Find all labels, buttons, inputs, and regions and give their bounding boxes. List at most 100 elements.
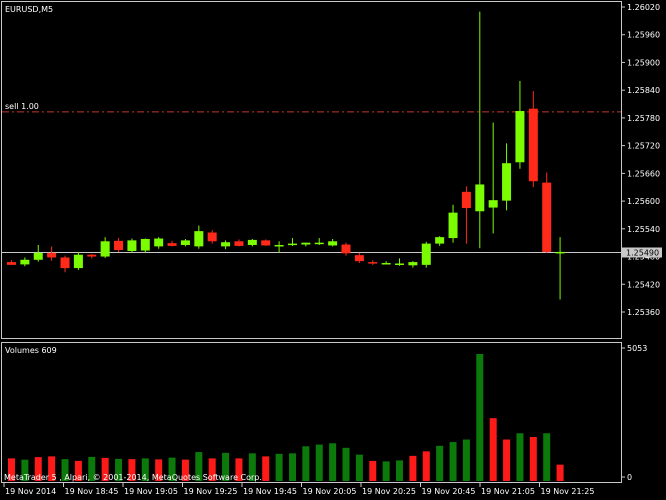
time-tick-label: 19 Nov 19:05 — [124, 487, 178, 496]
volume-bar — [302, 446, 310, 481]
candle — [475, 11, 485, 249]
candle-body — [207, 232, 217, 242]
bid-price-tag-box — [622, 247, 662, 258]
candle-body — [448, 212, 458, 239]
candle-body — [47, 252, 57, 258]
candle — [247, 238, 257, 247]
candle-body — [261, 240, 271, 246]
candle-body — [408, 262, 418, 266]
candle-body — [354, 255, 364, 262]
price-pane[interactable]: EURUSD,M5 sell 1.00 1.26020 1.25960 1.2590… — [1, 1, 663, 339]
candle — [180, 238, 190, 247]
volume-bar — [61, 459, 69, 481]
candle — [7, 260, 16, 265]
candle-body — [60, 257, 70, 269]
candle-body — [314, 242, 324, 245]
candle — [234, 239, 244, 247]
time-tick-label: 19 Nov 21:25 — [541, 487, 595, 496]
candle-body — [528, 108, 538, 182]
volume-bar — [222, 452, 230, 481]
candle-body — [140, 238, 150, 251]
volume-pane[interactable]: Volumes 609 5053 0 MetaTrader 5 , Alpari,… — [1, 342, 648, 483]
volume-bars — [8, 354, 564, 481]
candle — [502, 143, 512, 211]
candle — [555, 237, 565, 300]
candle — [528, 91, 538, 188]
volume-axis: 5053 0 — [621, 344, 647, 482]
candle-body — [461, 191, 471, 209]
volume-bar — [556, 464, 564, 481]
candle-body — [73, 254, 83, 269]
volume-bar — [155, 459, 163, 481]
candle-body — [167, 243, 177, 246]
candle-body — [154, 238, 164, 247]
candle — [207, 230, 217, 244]
volume-bar — [208, 458, 216, 481]
volume-bar — [436, 445, 444, 481]
volume-bar — [503, 439, 511, 481]
volume-bar — [128, 459, 136, 481]
candle-body — [488, 200, 498, 208]
time-axis: 19 Nov 2014 19 Nov 18:45 19 Nov 19:05 19 No… — [3, 483, 595, 496]
candle — [341, 242, 351, 256]
bid-price-tag: 1.25490 — [622, 247, 662, 258]
volume-bar — [181, 459, 189, 481]
candle-body — [301, 242, 311, 245]
volume-bar — [462, 439, 470, 481]
volume-bar — [168, 457, 176, 481]
candle — [395, 258, 405, 266]
volume-bar — [489, 418, 497, 481]
price-tick-label: 1.25420 — [627, 280, 660, 289]
price-tick-label: 1.25720 — [627, 142, 660, 151]
candle-body — [274, 244, 284, 247]
volume-bar — [516, 433, 524, 481]
symbol-title: EURUSD,M5 — [5, 5, 53, 14]
candle-body — [287, 243, 297, 246]
candle-body — [247, 239, 257, 245]
volume-bar — [115, 458, 123, 481]
candle-body — [100, 241, 110, 257]
candle-body — [328, 241, 338, 246]
time-tick-label: 19 Nov 19:45 — [243, 487, 297, 496]
volume-bar — [141, 458, 149, 481]
time-tick-label: 19 Nov 19:25 — [184, 487, 238, 496]
candle — [221, 240, 231, 250]
volume-title: Volumes 609 — [5, 346, 57, 355]
price-tick-label: 1.25600 — [627, 197, 660, 206]
candle — [60, 255, 70, 273]
candle — [328, 238, 338, 247]
volume-bar — [409, 455, 417, 481]
time-tick-label: 19 Nov 20:45 — [422, 487, 476, 496]
candle — [140, 238, 150, 253]
candle — [73, 251, 83, 270]
price-tick-label: 1.25960 — [627, 31, 660, 40]
candle — [261, 239, 271, 246]
price-tick-label: 1.25900 — [627, 58, 660, 67]
price-pane-frame — [1, 1, 622, 339]
candle — [114, 238, 124, 252]
volume-bar — [262, 456, 270, 481]
price-tick-label: 1.25840 — [627, 86, 660, 95]
volume-bar — [101, 457, 109, 481]
candle — [33, 244, 43, 262]
candle-body — [87, 254, 97, 257]
candle — [461, 186, 471, 244]
candle — [408, 261, 418, 268]
candle — [20, 257, 30, 267]
candle-body — [341, 244, 351, 254]
candle — [127, 238, 137, 253]
candle-body — [435, 237, 445, 244]
volume-bar — [422, 451, 430, 481]
candle-body — [7, 262, 16, 265]
time-tick-label: 19 Nov 20:05 — [303, 487, 357, 496]
volume-bar — [449, 442, 457, 481]
candle — [448, 204, 458, 243]
candle-body — [127, 240, 137, 251]
candle — [435, 236, 445, 246]
candle-body — [194, 231, 204, 247]
candle — [274, 241, 284, 253]
candle — [154, 237, 164, 249]
volume-bar — [342, 447, 350, 481]
